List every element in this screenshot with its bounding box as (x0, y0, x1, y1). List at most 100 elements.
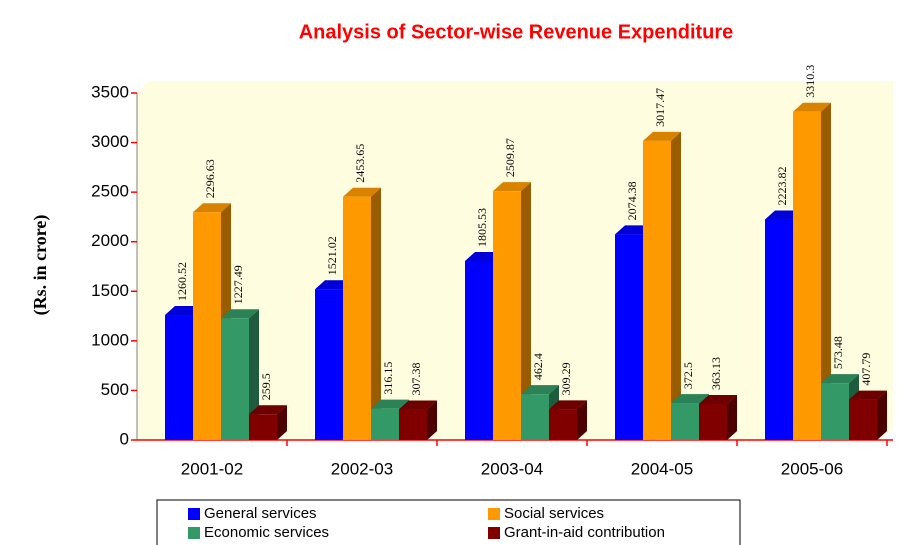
bar-top (549, 400, 587, 410)
bar-side (727, 394, 737, 440)
bar-side-shade (249, 309, 259, 440)
data-label: 462.4 (531, 353, 545, 380)
bar-top-shade (521, 385, 559, 395)
data-label: 1805.53 (475, 208, 489, 247)
bar-top-shade (849, 390, 887, 400)
data-label: 2453.65 (353, 144, 367, 183)
bar-side-shade (821, 102, 831, 440)
data-label: 573.48 (831, 336, 845, 369)
bar (371, 408, 399, 440)
data-label: 3017.47 (653, 88, 667, 127)
bar (165, 315, 193, 440)
legend-swatch (488, 527, 500, 539)
bar (343, 196, 371, 440)
y-axis-title: (Rs. in crore) (30, 215, 51, 316)
y-tick-label: 0 (120, 429, 129, 448)
bar-side-shade (877, 390, 887, 440)
data-label: 307.38 (409, 363, 423, 396)
y-tick-label: 1000 (91, 330, 129, 349)
bar-top (221, 309, 259, 319)
bar-side (277, 405, 287, 440)
bar (493, 191, 521, 440)
bar-top-shade (699, 394, 737, 404)
data-label: 259.5 (259, 373, 273, 400)
bar (521, 394, 549, 440)
legend-label: Grant-in-aid contribution (504, 524, 665, 541)
bar-top (671, 394, 709, 404)
bar-top-shade (793, 102, 831, 112)
bar (671, 403, 699, 440)
bar-side (371, 187, 381, 440)
legend-swatch (188, 508, 200, 520)
bar-side-shade (521, 182, 531, 441)
legend-box (156, 499, 741, 545)
legend-swatch (488, 508, 500, 520)
x-tick-label: 2002-03 (331, 459, 393, 478)
bar (793, 111, 821, 440)
bar (399, 409, 427, 440)
bar-top-shade (671, 394, 709, 404)
data-label: 372.5 (681, 362, 695, 389)
y-tick-label: 3000 (91, 132, 129, 151)
data-label: 309.29 (559, 362, 573, 395)
bar-top (399, 400, 437, 410)
bar-top-shade (493, 182, 531, 192)
data-label: 363.13 (709, 357, 723, 390)
chart-title: Analysis of Sector-wise Revenue Expendit… (299, 21, 734, 43)
bar-top-shade (221, 309, 259, 319)
legend-label: Social services (504, 505, 604, 522)
data-label: 407.79 (859, 353, 873, 386)
x-tick-label: 2001-02 (181, 459, 243, 478)
bar (821, 383, 849, 440)
legend-label: Economic services (204, 524, 329, 541)
legend-swatch (188, 527, 200, 539)
bar (849, 399, 877, 440)
data-label: 2509.87 (503, 138, 517, 177)
bar (765, 219, 793, 440)
data-label: 1260.52 (175, 262, 189, 301)
bar-side (577, 400, 587, 440)
bar-top (699, 394, 737, 404)
data-label: 1521.02 (325, 236, 339, 275)
bar-top-shade (399, 400, 437, 410)
bar-side-shade (671, 131, 681, 440)
legend-label: General services (204, 505, 317, 522)
bar-top (821, 374, 859, 384)
bar-top-shade (343, 187, 381, 197)
bar-top (343, 187, 381, 197)
bar (699, 403, 727, 440)
bar-top-shade (193, 203, 231, 213)
bar-top-shade (249, 405, 287, 415)
x-tick-label: 2004-05 (631, 459, 693, 478)
bar (221, 318, 249, 440)
bar-side (521, 182, 531, 441)
data-label: 1227.49 (231, 265, 245, 304)
bar-side-shade (727, 394, 737, 440)
bar-top (493, 182, 531, 192)
data-label: 2223.82 (775, 167, 789, 206)
x-tick-label: 2003-04 (481, 459, 543, 478)
bar (315, 289, 343, 440)
data-label: 2074.38 (625, 181, 639, 220)
bar-top (849, 390, 887, 400)
bar-top (371, 399, 409, 409)
bar-top-shade (643, 131, 681, 141)
bar-top (193, 203, 231, 213)
y-tick-label: 1500 (91, 281, 129, 300)
bar-side-shade (277, 405, 287, 440)
bar-top-shade (549, 400, 587, 410)
bar-side (877, 390, 887, 440)
bar-side (671, 131, 681, 440)
y-tick-label: 2500 (91, 182, 129, 201)
y-tick-label: 3500 (91, 82, 129, 101)
y-tick-label: 2000 (91, 231, 129, 250)
x-tick-label: 2005-06 (781, 459, 843, 478)
bar-side-shade (427, 400, 437, 440)
bar (615, 234, 643, 440)
bar (249, 414, 277, 440)
bar-top (521, 385, 559, 395)
bar-side-shade (371, 187, 381, 440)
bar-side-shade (577, 400, 587, 440)
bar-side (427, 400, 437, 440)
